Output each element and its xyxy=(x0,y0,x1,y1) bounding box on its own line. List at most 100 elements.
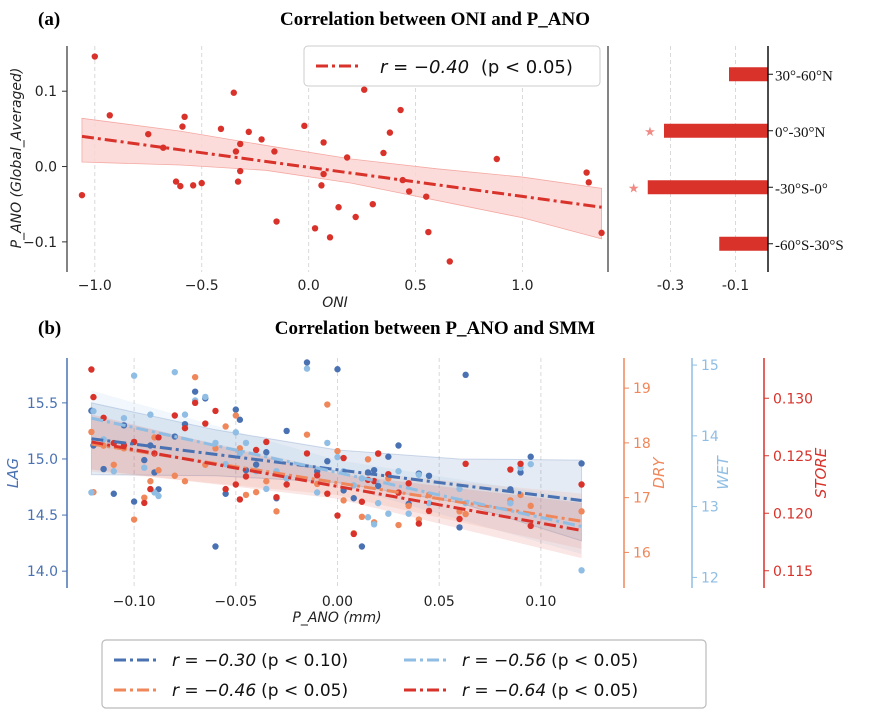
b-point-wet xyxy=(313,489,321,496)
b-point-wet xyxy=(110,468,117,475)
b-point-dry xyxy=(334,447,341,455)
a-confidence-band xyxy=(81,117,602,240)
a-x-tick-label: 0.0 xyxy=(297,278,319,294)
a-data-point xyxy=(425,228,432,236)
a-data-point xyxy=(446,258,453,265)
b-point-dry xyxy=(263,478,270,485)
b-x-tick-label: 0.10 xyxy=(525,594,556,610)
b-point-wet xyxy=(415,471,423,478)
b-y-tick-label: 0.120 xyxy=(773,506,813,522)
b-point-wet xyxy=(527,460,534,468)
a-data-point xyxy=(160,144,167,151)
a-data-point xyxy=(399,176,406,184)
b-y-tick-label: 12 xyxy=(701,570,719,586)
b-y-tick-label: 17 xyxy=(633,491,651,507)
b-point-dry xyxy=(340,497,347,504)
b-point-store xyxy=(507,466,514,473)
a-data-point xyxy=(585,179,592,186)
b-fit-line-dry xyxy=(91,442,582,523)
b-y-tick-label: 14.0 xyxy=(27,564,58,580)
b-point-wet xyxy=(120,414,128,422)
b-point-dry xyxy=(222,423,229,430)
b-point-wet xyxy=(405,510,412,517)
a-data-point xyxy=(352,213,359,221)
b-point-store xyxy=(374,450,382,457)
a-data-point xyxy=(230,89,237,96)
a-data-point xyxy=(405,188,413,195)
b-y-tick-label: 14 xyxy=(701,429,719,445)
svg-text:r = −0.40 (p < 0.05): r = −0.40 (p < 0.05) xyxy=(380,57,573,78)
a-data-point xyxy=(369,201,376,208)
b-point-store xyxy=(283,481,290,488)
b-point-lag xyxy=(130,498,138,505)
b-point-dry xyxy=(130,516,138,523)
a-data-point xyxy=(598,229,605,237)
b-point-wet xyxy=(385,510,392,517)
b-point-dry xyxy=(527,502,534,510)
panel-b-axes: −0.10 −0.05 0.00 0.05 0.10 14.0 14.5 15.0 15.5 LA… xyxy=(4,358,830,610)
b-y-tick-label: 15.5 xyxy=(27,396,58,412)
bar xyxy=(664,123,768,138)
legend-p-value: (p < 0.05) xyxy=(551,681,638,701)
a-data-point xyxy=(273,218,280,225)
b-point-lag xyxy=(370,466,378,474)
b-point-dry xyxy=(171,472,178,479)
legend-r-value: r = −0.30 xyxy=(172,651,256,671)
b-point-store xyxy=(303,450,311,457)
b-point-dry xyxy=(242,491,250,499)
b-point-store xyxy=(147,485,154,493)
b-point-store xyxy=(88,366,95,373)
b-point-wet xyxy=(171,368,178,376)
b-point-wet xyxy=(155,492,162,500)
b-point-wet xyxy=(283,475,290,482)
bar xyxy=(719,236,768,251)
panel-a-legend-p: (p < 0.05) xyxy=(481,57,573,78)
a-data-point xyxy=(301,122,308,130)
b-point-dry xyxy=(273,508,280,515)
b-point-lag xyxy=(212,543,219,550)
b-point-dry xyxy=(324,401,331,408)
b-point-wet xyxy=(242,439,250,447)
b-point-dry xyxy=(395,521,402,529)
b-point-wet xyxy=(578,567,585,574)
b-point-lag xyxy=(517,469,524,476)
panel-b-title: Correlation between P_ANO and SMM xyxy=(275,318,596,339)
b-point-dry xyxy=(462,510,469,518)
b-point-wet xyxy=(202,393,209,401)
legend-p-value: (p < 0.10) xyxy=(261,651,348,671)
b-point-wet xyxy=(130,372,138,379)
a-data-point xyxy=(386,129,394,136)
b-point-wet xyxy=(88,489,95,496)
b-point-wet xyxy=(181,411,189,418)
b-y-tick-label: 0.125 xyxy=(773,449,813,465)
b-point-lag xyxy=(232,406,240,413)
a-data-point xyxy=(343,154,351,161)
a-y-tick-label: 0.0 xyxy=(35,160,57,176)
legend-text-wet: r = −0.56 (p < 0.05) xyxy=(462,651,638,671)
b-point-store xyxy=(462,460,469,467)
bars-x-tick-label: -0.3 xyxy=(657,278,684,294)
b-y-axis-label-dry: DRY xyxy=(650,456,668,489)
b-point-lag xyxy=(395,442,402,449)
b-point-wet xyxy=(334,453,341,461)
legend-r-value: r = −0.64 xyxy=(462,681,546,701)
legend-r-value: r = −0.46 xyxy=(172,681,256,701)
b-point-lag xyxy=(462,371,469,379)
b-point-lag xyxy=(141,456,148,464)
b-point-lag xyxy=(252,461,260,468)
a-data-point xyxy=(91,53,98,60)
b-y-tick-label: 0.130 xyxy=(773,391,813,407)
a-data-point xyxy=(380,149,387,157)
a-data-point xyxy=(335,204,342,211)
b-point-wet xyxy=(90,407,97,415)
b-y-axis-label-wet: WET xyxy=(714,454,732,489)
b-y-tick-label: 19 xyxy=(633,381,651,397)
b-point-lag xyxy=(100,465,107,473)
b-point-lag xyxy=(236,416,244,423)
significance-star-icon: ★ xyxy=(644,125,656,140)
panel-a-scatter: −1.0 −0.5 0.0 0.5 1.0 −0.1 0.0 0.1 xyxy=(23,46,605,294)
b-point-wet xyxy=(263,485,270,493)
b-point-lag xyxy=(350,495,357,502)
b-point-lag xyxy=(578,460,585,467)
